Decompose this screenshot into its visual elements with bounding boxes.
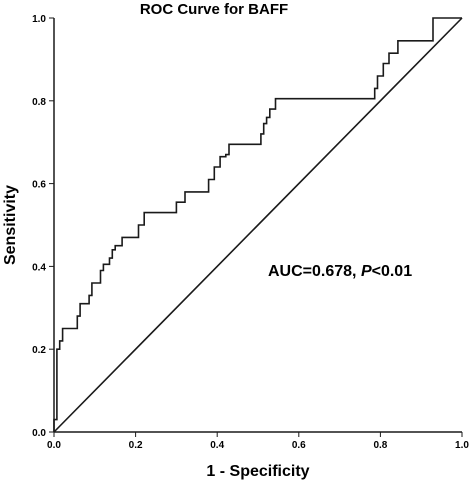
y-tick-label: 0.0: [32, 428, 46, 439]
x-tick-label: 0.2: [129, 440, 143, 451]
series-layer: [53, 17, 463, 433]
y-tick-label: 0.6: [32, 180, 46, 191]
chart-title: ROC Curve for BAFF: [140, 1, 288, 18]
x-tick-label: 0.6: [292, 440, 306, 451]
x-ticks: 0.0 0.2 0.4 0.6 0.8 1.0: [47, 432, 469, 451]
plot-area: 0.0 0.2 0.4 0.6 0.8 1.0 0.0 0.2 0.4 0.6 0.8 1.0: [32, 14, 469, 451]
y-tick-label: 1.0: [32, 14, 46, 25]
y-axis-label: Sensitivity: [2, 185, 19, 265]
auc-text: AUC=0.678,: [268, 263, 361, 280]
roc-curve-line: [53, 17, 462, 432]
y-tick-label: 0.8: [32, 97, 46, 108]
y-tick-label: 0.2: [32, 345, 46, 356]
p-value-text: <0.01: [372, 263, 413, 280]
x-tick-label: 0.0: [47, 440, 61, 451]
x-tick-label: 0.8: [373, 440, 387, 451]
y-tick-label: 0.4: [32, 262, 46, 273]
p-symbol: P: [361, 263, 372, 280]
auc-annotation: AUC=0.678, P<0.01: [268, 263, 412, 280]
reference-diagonal-line: [53, 17, 463, 433]
x-axis-label: 1 - Specificity: [206, 463, 309, 480]
y-ticks: 0.0 0.2 0.4 0.6 0.8 1.0: [32, 14, 54, 439]
x-tick-label: 0.4: [210, 440, 224, 451]
x-tick-label: 1.0: [455, 440, 469, 451]
